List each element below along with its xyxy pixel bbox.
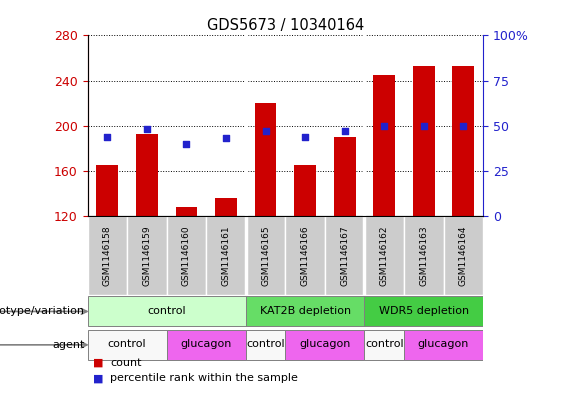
Point	[182, 141, 191, 147]
Text: GSM1146164: GSM1146164	[459, 225, 468, 286]
Point	[142, 126, 151, 132]
Text: KAT2B depletion: KAT2B depletion	[259, 306, 351, 316]
Point	[419, 123, 428, 129]
Bar	[364, 216, 404, 295]
Bar	[453, 66, 474, 216]
Bar	[334, 137, 355, 216]
Bar	[404, 216, 444, 295]
Text: glucagon: glucagon	[181, 339, 232, 349]
Point	[221, 135, 231, 141]
Text: GSM1146160: GSM1146160	[182, 225, 191, 286]
Title: GDS5673 / 10340164: GDS5673 / 10340164	[207, 18, 364, 33]
Bar	[206, 216, 246, 295]
Text: count: count	[110, 358, 142, 368]
Point	[301, 134, 310, 140]
Text: control: control	[365, 339, 403, 349]
Bar	[88, 216, 127, 295]
Bar	[325, 216, 364, 295]
Bar	[444, 216, 483, 295]
Point	[103, 134, 112, 140]
Bar	[88, 330, 167, 360]
Bar	[97, 165, 118, 216]
Text: ■: ■	[93, 358, 104, 368]
Text: GSM1146162: GSM1146162	[380, 225, 389, 286]
Point	[380, 123, 389, 129]
Bar	[136, 134, 158, 216]
Bar	[167, 216, 206, 295]
Bar	[246, 216, 285, 295]
Text: glucagon: glucagon	[418, 339, 469, 349]
Text: control: control	[246, 339, 285, 349]
Text: GSM1146163: GSM1146163	[419, 225, 428, 286]
Bar	[215, 198, 237, 216]
Bar	[413, 66, 434, 216]
Text: GSM1146161: GSM1146161	[221, 225, 231, 286]
Bar	[88, 296, 246, 327]
Bar	[285, 330, 364, 360]
Point	[261, 128, 270, 134]
Bar	[176, 207, 197, 216]
Bar	[294, 165, 316, 216]
Text: genotype/variation: genotype/variation	[0, 307, 85, 316]
Bar	[255, 103, 276, 216]
Bar	[246, 330, 285, 360]
Bar	[404, 330, 483, 360]
Bar	[373, 75, 395, 216]
Bar	[246, 296, 364, 327]
Bar	[364, 296, 483, 327]
Text: WDR5 depletion: WDR5 depletion	[379, 306, 469, 316]
Text: ■: ■	[93, 373, 104, 384]
Bar	[167, 330, 246, 360]
Text: agent: agent	[53, 340, 85, 350]
Bar	[285, 216, 325, 295]
Text: GSM1146166: GSM1146166	[301, 225, 310, 286]
Text: glucagon: glucagon	[299, 339, 350, 349]
Text: percentile rank within the sample: percentile rank within the sample	[110, 373, 298, 384]
Text: GSM1146165: GSM1146165	[261, 225, 270, 286]
Text: control: control	[147, 306, 186, 316]
Text: control: control	[108, 339, 146, 349]
Text: GSM1146159: GSM1146159	[142, 225, 151, 286]
Text: GSM1146167: GSM1146167	[340, 225, 349, 286]
Point	[340, 128, 349, 134]
Point	[459, 123, 468, 129]
Text: GSM1146158: GSM1146158	[103, 225, 112, 286]
Bar	[364, 330, 404, 360]
Bar	[127, 216, 167, 295]
